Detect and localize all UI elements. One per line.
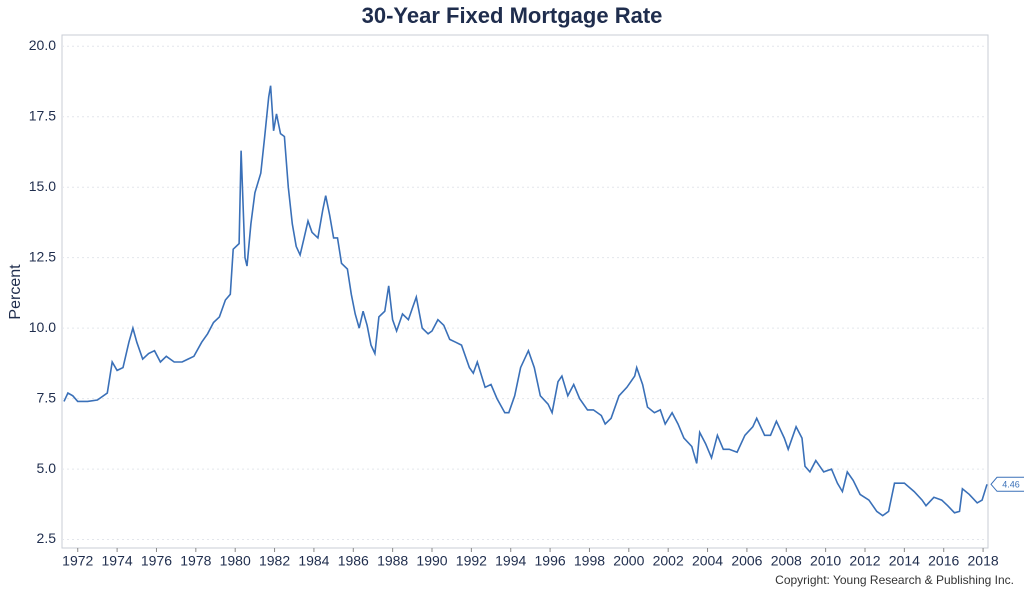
x-tick-label: 1984 bbox=[298, 553, 329, 569]
x-tick-label: 1990 bbox=[416, 553, 447, 569]
x-tick-label: 1982 bbox=[259, 553, 290, 569]
y-tick-label: 7.5 bbox=[37, 389, 57, 405]
last-value-label: 4.46 bbox=[1002, 480, 1020, 490]
y-tick-label: 5.0 bbox=[37, 460, 57, 476]
x-tick-label: 1976 bbox=[141, 553, 172, 569]
x-tick-label: 1992 bbox=[456, 553, 487, 569]
x-tick-label: 1972 bbox=[62, 553, 93, 569]
y-tick-label: 12.5 bbox=[29, 248, 56, 264]
y-axis-label: Percent bbox=[7, 264, 24, 320]
x-tick-label: 2014 bbox=[889, 553, 920, 569]
x-tick-label: 1998 bbox=[574, 553, 605, 569]
y-tick-label: 15.0 bbox=[29, 178, 56, 194]
x-tick-label: 1978 bbox=[180, 553, 211, 569]
x-tick-label: 2000 bbox=[613, 553, 644, 569]
x-tick-label: 1986 bbox=[338, 553, 369, 569]
x-tick-label: 2004 bbox=[692, 553, 723, 569]
y-tick-label: 20.0 bbox=[29, 37, 56, 53]
x-tick-label: 2010 bbox=[810, 553, 841, 569]
chart-title: 30-Year Fixed Mortgage Rate bbox=[362, 3, 663, 28]
x-tick-label: 2016 bbox=[928, 553, 959, 569]
x-tick-label: 2012 bbox=[849, 553, 880, 569]
x-tick-label: 2002 bbox=[653, 553, 684, 569]
x-tick-label: 2006 bbox=[731, 553, 762, 569]
y-tick-label: 17.5 bbox=[29, 107, 56, 123]
x-tick-label: 1996 bbox=[535, 553, 566, 569]
y-tick-label: 10.0 bbox=[29, 319, 56, 335]
y-tick-label: 2.5 bbox=[37, 530, 57, 546]
x-tick-label: 2008 bbox=[771, 553, 802, 569]
x-tick-label: 1974 bbox=[102, 553, 133, 569]
x-tick-label: 1994 bbox=[495, 553, 526, 569]
last-value-box bbox=[990, 476, 1024, 492]
x-tick-label: 2018 bbox=[968, 553, 999, 569]
x-tick-label: 1980 bbox=[220, 553, 251, 569]
line bbox=[63, 85, 988, 517]
x-tick-label: 1988 bbox=[377, 553, 408, 569]
plot-frame bbox=[61, 34, 989, 549]
source: Copyright: Young Research & Publishing I… bbox=[775, 573, 1014, 587]
